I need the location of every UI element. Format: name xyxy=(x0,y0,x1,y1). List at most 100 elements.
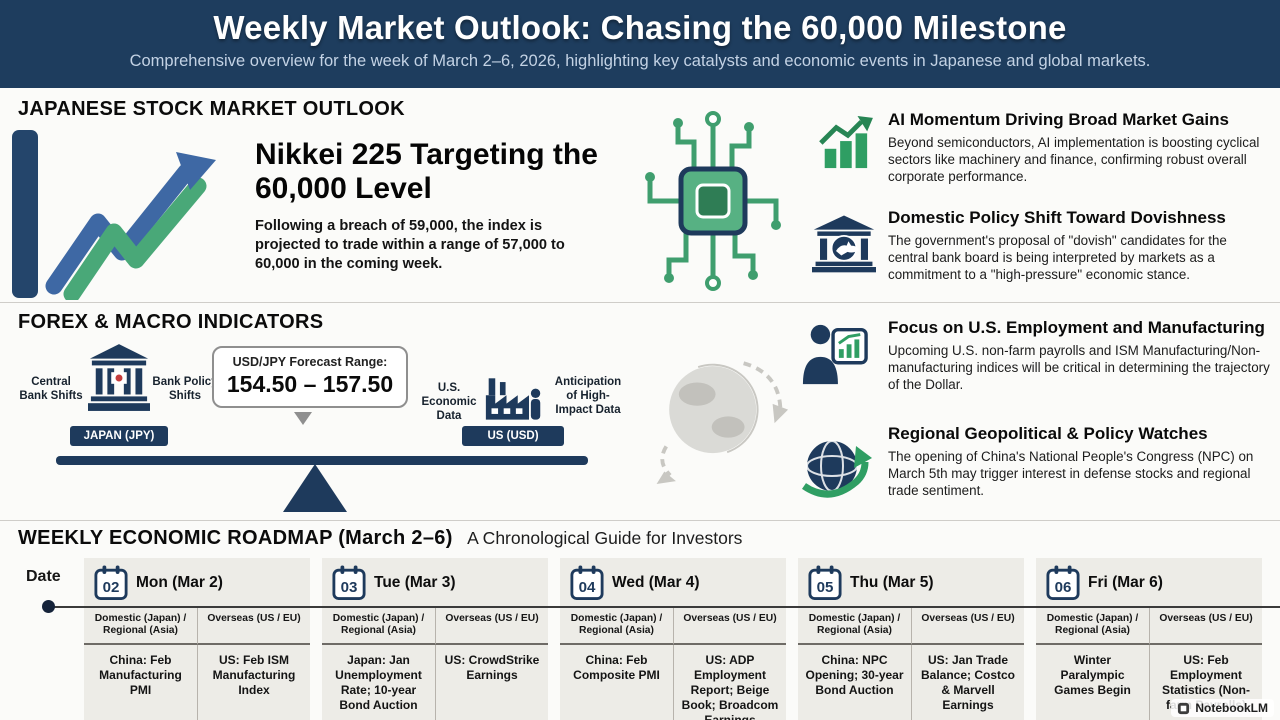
day-header: 06 Fri (Mar 6) xyxy=(1036,558,1262,607)
point-body: The opening of China's National People's… xyxy=(888,448,1254,498)
overseas-column-header: Overseas (US / EU) xyxy=(911,607,1024,645)
usdjpy-forecast-bubble: USD/JPY Forecast Range: 154.50 – 157.50 xyxy=(212,346,408,408)
page-subtitle: Comprehensive overview for the week of M… xyxy=(129,52,1151,70)
day-name: Wed (Mar 4) xyxy=(612,573,700,591)
scale-right-label-b: Anticipation of High-Impact Data xyxy=(554,376,622,416)
calendar-icon: 05 xyxy=(808,565,842,600)
calendar-day-number: 03 xyxy=(341,579,358,596)
header-banner: Weekly Market Outlook: Chasing the 60,00… xyxy=(0,0,1280,88)
domestic-column-header: Domestic (Japan) / Regional (Asia) xyxy=(560,607,673,645)
overseas-events: US: Jan Trade Balance; Costco & Marvell … xyxy=(911,644,1024,720)
day-card-mon: 02 Mon (Mar 2) Domestic (Japan) / Region… xyxy=(84,558,310,720)
japan-point-2: Domestic Policy Shift Toward Dovishness … xyxy=(888,208,1270,283)
day-name: Thu (Mar 5) xyxy=(850,573,934,591)
day-card-thu: 05 Thu (Mar 5) Domestic (Japan) / Region… xyxy=(798,558,1024,720)
day-card-wed: 04 Wed (Mar 4) Domestic (Japan) / Region… xyxy=(560,558,786,720)
scale-right-label-a: U.S. Economic Data xyxy=(421,382,477,422)
overseas-events: US: CrowdStrike Earnings xyxy=(435,644,548,720)
section-divider xyxy=(0,302,1280,303)
overseas-events: US: Feb ISM Manufacturing Index xyxy=(197,644,310,720)
balance-fulcrum xyxy=(283,464,347,512)
day-card-tue: 03 Tue (Mar 3) Domestic (Japan) / Region… xyxy=(322,558,548,720)
point-title: Domestic Policy Shift Toward Dovishness xyxy=(888,208,1226,227)
day-header: 03 Tue (Mar 3) xyxy=(322,558,548,607)
calendar-icon: 04 xyxy=(570,565,604,600)
day-card-fri: 06 Fri (Mar 6) Domestic (Japan) / Region… xyxy=(1036,558,1262,720)
point-body: The government's proposal of "dovish" ca… xyxy=(888,232,1227,282)
timeline-dot xyxy=(42,600,55,613)
analyst-chart-icon xyxy=(802,324,868,385)
notebooklm-icon xyxy=(1178,702,1190,714)
domestic-column-header: Domestic (Japan) / Regional (Asia) xyxy=(1036,607,1149,645)
domestic-events: Japan: Jan Unemployment Rate; 10-year Bo… xyxy=(335,652,422,712)
domestic-events: China: NPC Opening; 30-year Bond Auction xyxy=(805,652,904,697)
roadmap-heading-row: WEEKLY ECONOMIC ROADMAP (March 2–6) A Ch… xyxy=(18,527,742,550)
balance-beam xyxy=(56,456,588,465)
scale-left-label-b: Bank Policy Shifts xyxy=(152,376,218,402)
nikkei-block: Nikkei 225 Targeting the 60,000 Level Fo… xyxy=(255,138,615,274)
nikkei-title: Nikkei 225 Targeting the 60,000 Level xyxy=(255,138,598,205)
date-label: Date xyxy=(26,568,61,585)
overseas-column-header: Overseas (US / EU) xyxy=(197,607,310,645)
forecast-value: 154.50 – 157.50 xyxy=(226,371,394,397)
day-header: 04 Wed (Mar 4) xyxy=(560,558,786,607)
domestic-events: China: Feb Composite PMI xyxy=(573,652,660,682)
bank-dove-icon xyxy=(812,215,876,273)
watermark: NotebookLM xyxy=(1171,699,1274,717)
day-header: 05 Thu (Mar 5) xyxy=(798,558,1024,607)
day-columns: Domestic (Japan) / Regional (Asia) Overs… xyxy=(322,607,548,720)
us-usd-badge: US (USD) xyxy=(462,426,564,446)
watermark-label: NotebookLM xyxy=(1195,701,1268,715)
point-title: Regional Geopolitical & Policy Watches xyxy=(888,424,1208,443)
forex-section-heading: FOREX & MACRO INDICATORS xyxy=(18,311,324,333)
japan-section-heading: JAPANESE STOCK MARKET OUTLOOK xyxy=(18,98,405,120)
point-body: Upcoming U.S. non-farm payrolls and ISM … xyxy=(888,342,1270,392)
nikkei-body: Following a breach of 59,000, the index … xyxy=(255,218,565,273)
point-title: Focus on U.S. Employment and Manufacturi… xyxy=(888,318,1265,337)
stock-chart-icon xyxy=(12,130,216,300)
calendar-icon: 02 xyxy=(94,565,128,600)
overseas-column-header: Overseas (US / EU) xyxy=(673,607,786,645)
day-columns: Domestic (Japan) / Regional (Asia) Overs… xyxy=(84,607,310,720)
day-columns: Domestic (Japan) / Regional (Asia) Overs… xyxy=(560,607,786,720)
globe-arrow-icon xyxy=(802,440,872,498)
section-divider xyxy=(0,520,1280,521)
bar-chart-up-icon xyxy=(819,116,873,169)
point-body: Beyond semiconductors, AI implementation… xyxy=(888,134,1260,184)
calendar-day-number: 05 xyxy=(817,579,834,596)
domestic-column-header: Domestic (Japan) / Regional (Asia) xyxy=(798,607,911,645)
bubble-pointer xyxy=(294,412,312,425)
day-columns: Domestic (Japan) / Regional (Asia) Overs… xyxy=(798,607,1024,720)
day-name: Tue (Mar 3) xyxy=(374,573,456,591)
scale-left-label-a: Central Bank Shifts xyxy=(19,376,83,402)
calendar-icon: 06 xyxy=(1046,565,1080,600)
roadmap-subheading: A Chronological Guide for Investors xyxy=(467,528,743,548)
globe-gray-icon xyxy=(656,361,789,485)
day-name: Fri (Mar 6) xyxy=(1088,573,1163,591)
factory-icon xyxy=(485,378,541,420)
forecast-label: USD/JPY Forecast Range: xyxy=(232,355,388,369)
page-title: Weekly Market Outlook: Chasing the 60,00… xyxy=(213,9,1067,46)
overseas-column-header: Overseas (US / EU) xyxy=(435,607,548,645)
domestic-events: China: Feb Manufacturing PMI xyxy=(99,652,182,697)
forex-point-2: Regional Geopolitical & Policy Watches T… xyxy=(888,424,1270,499)
day-name: Mon (Mar 2) xyxy=(136,573,223,591)
calendar-day-number: 04 xyxy=(579,579,596,596)
domestic-column-header: Domestic (Japan) / Regional (Asia) xyxy=(322,607,435,645)
calendar-icon: 03 xyxy=(332,565,366,600)
circuit-chip-icon xyxy=(645,111,781,291)
japan-jpy-badge: JAPAN (JPY) xyxy=(70,426,168,446)
japan-point-1: AI Momentum Driving Broad Market Gains B… xyxy=(888,110,1270,185)
timeline-line xyxy=(44,606,1280,608)
domestic-column-header: Domestic (Japan) / Regional (Asia) xyxy=(84,607,197,645)
forex-point-1: Focus on U.S. Employment and Manufacturi… xyxy=(888,318,1270,393)
calendar-day-number: 06 xyxy=(1055,579,1072,596)
point-title: AI Momentum Driving Broad Market Gains xyxy=(888,110,1229,129)
overseas-events: US: ADP Employment Report; Beige Book; B… xyxy=(673,644,786,720)
calendar-day-number: 02 xyxy=(103,579,120,596)
bank-jpy-icon xyxy=(88,344,150,411)
day-header: 02 Mon (Mar 2) xyxy=(84,558,310,607)
domestic-events: Winter Paralympic Games Begin xyxy=(1054,652,1131,697)
roadmap-section-heading: WEEKLY ECONOMIC ROADMAP (March 2–6) xyxy=(18,527,453,549)
